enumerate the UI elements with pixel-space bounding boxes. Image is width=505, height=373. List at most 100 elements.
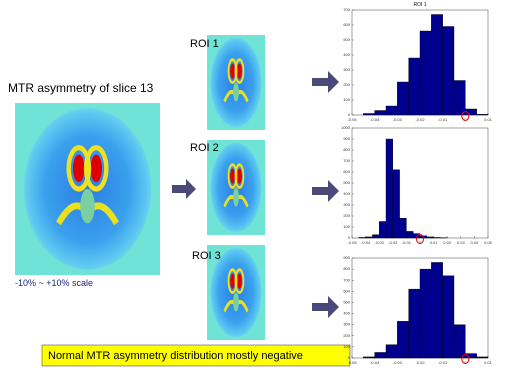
bar <box>431 14 443 116</box>
x-tick-label: -0.03 <box>375 240 385 245</box>
x-tick-label: -0.01 <box>438 117 448 122</box>
bar <box>365 236 373 239</box>
highlight-circle <box>461 111 470 121</box>
y-tick-label: 900 <box>343 136 350 141</box>
y-tick-label: 800 <box>343 147 350 152</box>
conclusion-box <box>41 344 351 367</box>
bar <box>453 80 466 116</box>
histograms: ROI 1 0 100 200 300 400 500 600 700 -0.05 -0.04 -0.… <box>341 2 493 365</box>
chart-title: ROI 1 <box>413 2 426 8</box>
x-tick-label: 0.05 <box>484 240 493 245</box>
highlight-circle <box>416 234 424 244</box>
roi-label: ROI 3 <box>192 250 221 262</box>
roi-label: ROI 2 <box>190 142 219 154</box>
bar <box>379 221 387 239</box>
y-tick-label: 700 <box>343 277 350 282</box>
y-tick-label: 1000 <box>341 125 351 130</box>
x-tick-label: 0 <box>464 360 467 365</box>
x-tick-label: -0.02 <box>388 240 398 245</box>
bar <box>372 234 380 239</box>
bar <box>374 352 387 359</box>
bar <box>397 321 409 359</box>
y-tick-label: 300 <box>343 67 350 72</box>
x-tick-label: -0.01 <box>438 360 448 365</box>
y-tick-label: 400 <box>343 52 350 57</box>
y-tick-label: 0 <box>348 112 351 117</box>
y-tick-label: 500 <box>343 180 350 185</box>
bar <box>433 237 441 239</box>
x-tick-label: -0.04 <box>370 360 380 365</box>
x-tick-label: 0.01 <box>484 360 493 365</box>
y-tick-label: 100 <box>343 224 350 229</box>
x-tick-label: -0.04 <box>361 240 371 245</box>
x-tick-label: -0.05 <box>347 117 357 122</box>
x-tick-label: 0.01 <box>484 117 493 122</box>
bar <box>476 356 489 359</box>
plot-area <box>351 127 489 239</box>
y-tick-label: 400 <box>343 191 350 196</box>
y-tick-label: 300 <box>343 202 350 207</box>
x-tick-label: -0.01 <box>402 240 412 245</box>
bar <box>426 236 434 239</box>
y-tick-label: 600 <box>343 22 350 27</box>
highlight-circle <box>461 354 470 364</box>
y-tick-label: 200 <box>343 213 350 218</box>
y-tick-label: 900 <box>343 255 350 260</box>
scale-label: -10% ~ +10% scale <box>15 278 93 288</box>
x-tick-label: -0.03 <box>393 117 403 122</box>
roi-image <box>205 138 267 237</box>
bar <box>399 217 407 239</box>
bar <box>385 105 398 116</box>
y-tick-label: 400 <box>343 311 350 316</box>
bar <box>442 26 455 116</box>
bar <box>408 57 421 116</box>
brain-image <box>15 103 160 275</box>
x-tick-label: -0.02 <box>415 360 425 365</box>
y-tick-label: 700 <box>343 158 350 163</box>
bar <box>406 231 414 239</box>
bar <box>374 110 387 116</box>
x-tick-label: 0.02 <box>443 240 452 245</box>
bar <box>476 114 489 116</box>
x-tick-label: -0.02 <box>415 117 425 122</box>
bar <box>431 262 443 359</box>
x-tick-label: 0.04 <box>471 240 480 245</box>
bar <box>385 344 398 359</box>
y-tick-label: 200 <box>343 333 350 338</box>
y-tick-label: 100 <box>343 344 350 349</box>
y-tick-label: 100 <box>343 97 350 102</box>
x-tick-label: -0.03 <box>393 360 403 365</box>
y-tick-label: 500 <box>343 300 350 305</box>
x-tick-label: -0.05 <box>347 240 357 245</box>
bar <box>397 81 409 116</box>
x-tick-label: 0.01 <box>430 240 439 245</box>
x-tick-label: -0.04 <box>370 117 380 122</box>
arrows <box>172 71 339 318</box>
bar <box>363 356 375 359</box>
bar <box>442 275 455 359</box>
x-tick-label: -0.05 <box>347 360 357 365</box>
y-tick-label: 300 <box>343 322 350 327</box>
y-tick-label: 700 <box>343 7 350 12</box>
bar <box>465 353 477 359</box>
x-tick-label: 0 <box>464 117 467 122</box>
y-tick-label: 0 <box>348 235 351 240</box>
y-tick-label: 500 <box>343 37 350 42</box>
bar <box>419 30 432 116</box>
bar <box>419 268 432 359</box>
y-tick-label: 0 <box>348 355 351 360</box>
bar <box>392 169 400 239</box>
roi-label: ROI 1 <box>190 38 219 50</box>
y-tick-label: 800 <box>343 266 350 271</box>
main-label: MTR asymmetry of slice 13 <box>8 81 154 95</box>
conclusion: Normal MTR asymmetry distribution mostly… <box>48 350 303 362</box>
bar <box>453 324 466 359</box>
x-tick-label: 0 <box>419 240 422 245</box>
y-tick-label: 600 <box>343 169 350 174</box>
bar <box>363 113 375 116</box>
y-tick-label: 200 <box>343 82 350 87</box>
bar <box>385 138 394 239</box>
x-tick-label: 0.03 <box>457 240 466 245</box>
bar <box>358 237 366 239</box>
